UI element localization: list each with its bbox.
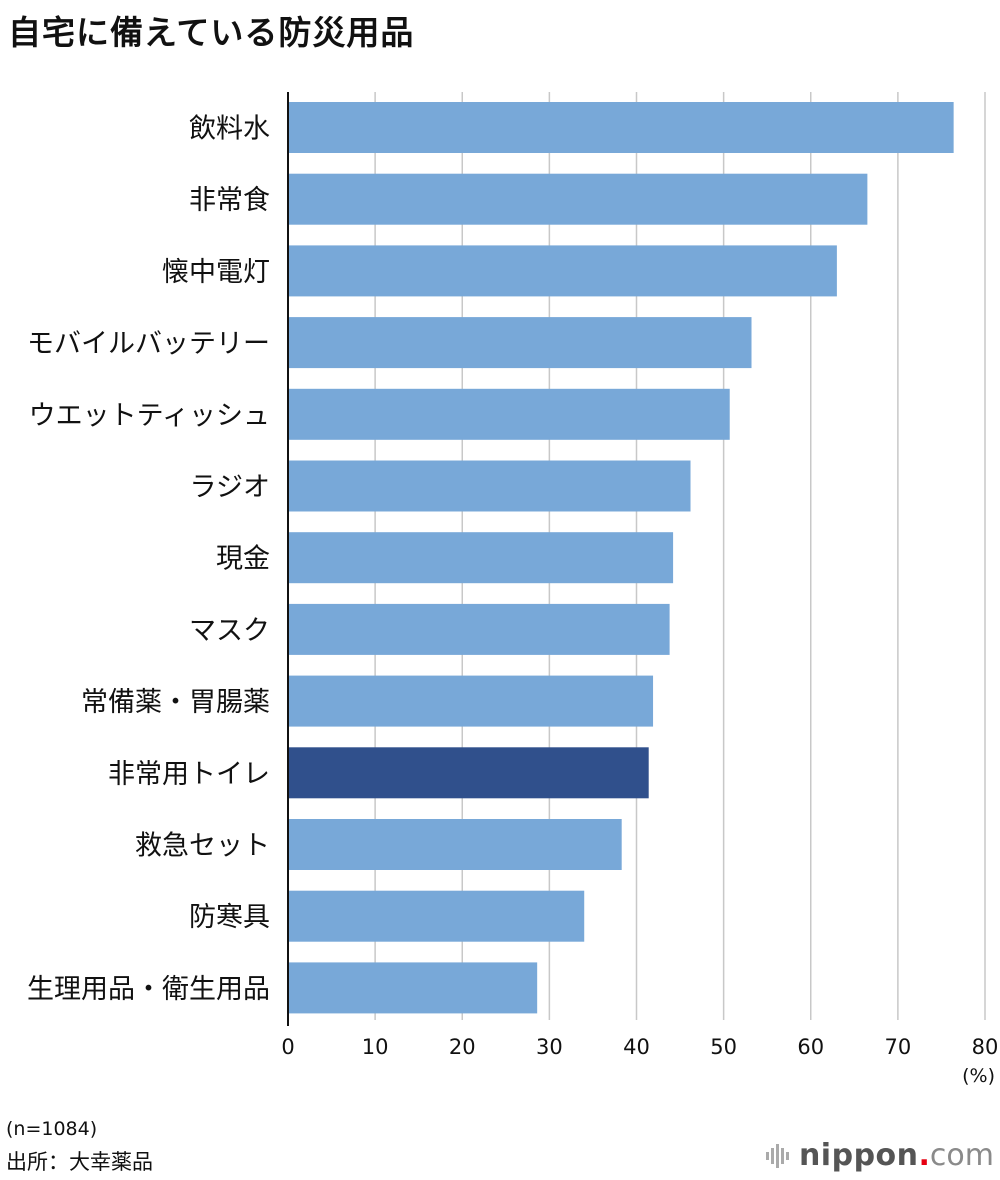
x-tick-label: 50	[710, 1035, 737, 1059]
x-tick-label: 20	[449, 1035, 476, 1059]
bar-10	[288, 819, 622, 870]
brand-name: nippon	[798, 1138, 919, 1173]
bar-11	[288, 890, 585, 942]
sample-size-note: (n=1084)	[6, 1118, 98, 1140]
category-label: 懐中電灯	[162, 257, 270, 288]
category-labels: 飲料水非常食懐中電灯モバイルバッテリーウエットティッシュラジオ現金マスク常備薬・…	[27, 114, 270, 1005]
bar-5	[288, 460, 691, 512]
bar-8	[288, 675, 654, 727]
x-tick-label: 0	[281, 1035, 294, 1059]
category-label: 現金	[216, 544, 270, 575]
bar-1	[288, 173, 868, 225]
nippon-logo-icon	[765, 1143, 789, 1168]
category-label: ウエットティッシュ	[29, 400, 270, 431]
x-tick-label: 80	[972, 1035, 999, 1059]
category-label: マスク	[189, 615, 270, 646]
x-tick-label: 70	[885, 1035, 912, 1059]
category-label: 常備薬・胃腸薬	[81, 687, 270, 718]
category-label: 防寒具	[189, 902, 270, 933]
category-label: 生理用品・衛生用品	[27, 974, 270, 1005]
x-unit-label: (%)	[962, 1065, 995, 1087]
brand-logo: nippon. com	[765, 1138, 994, 1173]
category-label: ラジオ	[190, 472, 270, 503]
x-tick-label: 30	[536, 1035, 563, 1059]
bar-7	[288, 603, 670, 655]
source-note: 出所：大幸薬品	[6, 1150, 153, 1174]
category-label: 飲料水	[189, 114, 270, 145]
bar-9	[288, 747, 649, 799]
brand-dot: .	[918, 1138, 930, 1173]
category-label: モバイルバッテリー	[27, 329, 270, 360]
category-label: 救急セット	[135, 831, 270, 862]
x-tick-labels: 0 10 20 30 40 50 60 70 80	[281, 1035, 998, 1059]
bars	[288, 102, 954, 1014]
category-label: 非常食	[189, 185, 270, 216]
bar-6	[288, 532, 674, 584]
bar-4	[288, 388, 730, 440]
brand-tld: com	[929, 1138, 994, 1173]
bar-12	[288, 962, 538, 1014]
bar-0	[288, 102, 954, 153]
chart-title: 自宅に備えている防災用品	[8, 13, 415, 52]
category-label: 非常用トイレ	[108, 759, 270, 790]
bar-3	[288, 317, 752, 369]
x-tick-label: 40	[623, 1035, 650, 1059]
bar-2	[288, 245, 837, 297]
x-tick-label: 10	[362, 1035, 389, 1059]
x-tick-label: 60	[797, 1035, 824, 1059]
bar-chart: 飲料水非常食懐中電灯モバイルバッテリーウエットティッシュラジオ現金マスク常備薬・…	[27, 92, 998, 1087]
